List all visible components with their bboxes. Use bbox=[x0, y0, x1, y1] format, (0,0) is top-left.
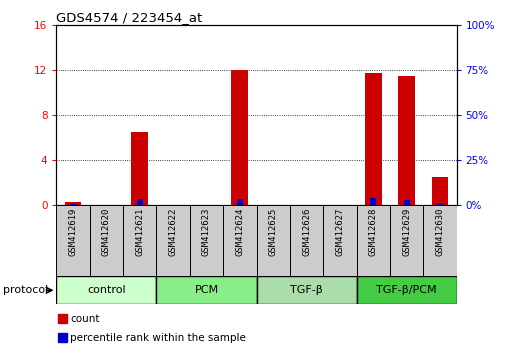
Bar bbox=[137, 199, 143, 205]
Bar bbox=[398, 75, 415, 205]
Text: PCM: PCM bbox=[194, 285, 219, 295]
Bar bbox=[58, 333, 67, 342]
Text: GSM412620: GSM412620 bbox=[102, 207, 111, 256]
Text: GSM412622: GSM412622 bbox=[169, 207, 177, 256]
Bar bbox=[123, 205, 156, 276]
Text: GSM412623: GSM412623 bbox=[202, 207, 211, 256]
Bar bbox=[404, 200, 409, 205]
Bar bbox=[70, 204, 76, 205]
Bar bbox=[58, 314, 67, 323]
Text: GDS4574 / 223454_at: GDS4574 / 223454_at bbox=[56, 11, 203, 24]
Bar bbox=[357, 205, 390, 276]
Bar bbox=[256, 205, 290, 276]
Bar bbox=[156, 205, 190, 276]
Bar bbox=[437, 204, 443, 205]
Bar bbox=[365, 73, 382, 205]
Bar bbox=[190, 205, 223, 276]
Bar bbox=[357, 276, 457, 304]
Bar bbox=[56, 205, 90, 276]
Bar bbox=[323, 205, 357, 276]
Bar bbox=[390, 205, 423, 276]
Text: percentile rank within the sample: percentile rank within the sample bbox=[70, 333, 246, 343]
Bar bbox=[131, 132, 148, 205]
Text: GSM412625: GSM412625 bbox=[269, 207, 278, 256]
Bar bbox=[65, 202, 82, 205]
Bar bbox=[90, 205, 123, 276]
Text: GSM412626: GSM412626 bbox=[302, 207, 311, 256]
Bar bbox=[237, 199, 243, 205]
Text: TGF-β/PCM: TGF-β/PCM bbox=[376, 285, 437, 295]
Text: count: count bbox=[70, 314, 100, 324]
Bar bbox=[431, 177, 448, 205]
Text: GSM412621: GSM412621 bbox=[135, 207, 144, 256]
Text: GSM412624: GSM412624 bbox=[235, 207, 244, 256]
Text: control: control bbox=[87, 285, 126, 295]
Bar bbox=[56, 276, 156, 304]
Text: GSM412627: GSM412627 bbox=[336, 207, 344, 256]
Text: GSM412619: GSM412619 bbox=[69, 207, 77, 256]
Text: GSM412628: GSM412628 bbox=[369, 207, 378, 256]
Bar bbox=[223, 205, 256, 276]
Bar bbox=[256, 276, 357, 304]
Text: protocol: protocol bbox=[3, 285, 48, 295]
Text: GSM412629: GSM412629 bbox=[402, 207, 411, 256]
Bar bbox=[290, 205, 323, 276]
Bar bbox=[156, 276, 256, 304]
Bar bbox=[231, 70, 248, 205]
Text: TGF-β: TGF-β bbox=[290, 285, 323, 295]
Text: GSM412630: GSM412630 bbox=[436, 207, 444, 256]
Bar bbox=[370, 198, 376, 205]
Bar bbox=[423, 205, 457, 276]
